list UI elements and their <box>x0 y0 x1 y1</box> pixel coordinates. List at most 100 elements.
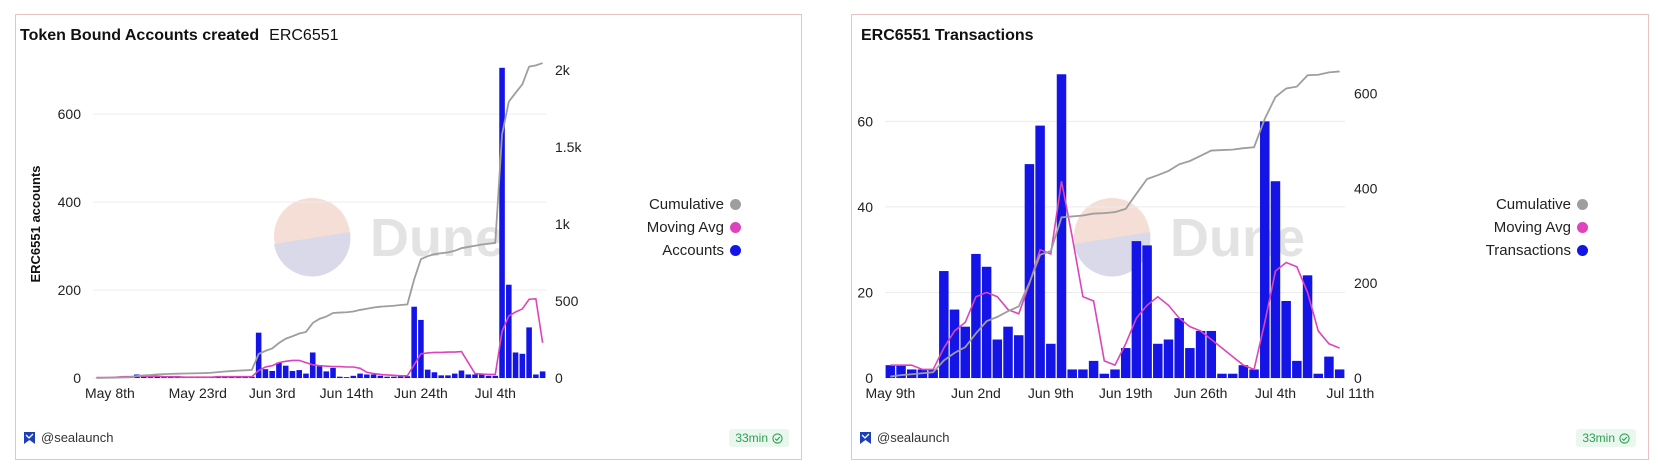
author-link[interactable]: @sealaunch <box>860 430 949 445</box>
bar[interactable] <box>242 377 248 378</box>
bar[interactable] <box>960 326 970 378</box>
check-circle-icon <box>772 432 783 444</box>
bar[interactable] <box>303 373 309 378</box>
bar[interactable] <box>971 253 981 378</box>
bar[interactable] <box>1174 318 1184 378</box>
bar[interactable] <box>384 376 390 378</box>
bar[interactable] <box>1013 335 1024 378</box>
bar[interactable] <box>992 339 1003 379</box>
legend-item[interactable]: Cumulative <box>1452 193 1588 216</box>
bar[interactable] <box>1206 330 1217 378</box>
bar[interactable] <box>896 365 906 378</box>
bar[interactable] <box>499 67 505 379</box>
bar[interactable] <box>1302 275 1313 378</box>
bar[interactable] <box>343 377 350 378</box>
bar[interactable] <box>458 370 465 378</box>
bar[interactable] <box>364 374 370 378</box>
bar[interactable] <box>533 374 539 378</box>
bar[interactable] <box>276 362 282 378</box>
legend-item[interactable]: Moving Avg <box>1452 216 1588 239</box>
author-link[interactable]: @sealaunch <box>24 430 113 445</box>
bar[interactable] <box>147 377 154 378</box>
bar[interactable] <box>1046 343 1056 378</box>
bar[interactable] <box>485 375 492 378</box>
bar[interactable] <box>472 374 478 378</box>
bar[interactable] <box>397 375 404 378</box>
bar[interactable] <box>526 327 532 378</box>
bar[interactable] <box>418 319 424 378</box>
bar[interactable] <box>539 371 546 378</box>
legend-item[interactable]: Cumulative <box>621 193 741 216</box>
moving-avg-line[interactable] <box>96 297 544 379</box>
bar[interactable] <box>269 370 275 378</box>
bar[interactable] <box>1110 369 1120 378</box>
bar[interactable] <box>391 376 397 378</box>
bar[interactable] <box>451 373 458 378</box>
bar[interactable] <box>337 376 343 378</box>
bar[interactable] <box>1056 74 1067 379</box>
bar[interactable] <box>316 366 323 378</box>
bar[interactable] <box>519 353 526 378</box>
bar[interactable] <box>949 309 960 378</box>
legend-item[interactable]: Moving Avg <box>621 216 741 239</box>
bar[interactable] <box>330 367 336 378</box>
bar[interactable] <box>1088 360 1099 378</box>
bar[interactable] <box>1195 330 1206 378</box>
bar[interactable] <box>167 377 174 378</box>
bar[interactable] <box>465 374 472 378</box>
bar[interactable] <box>431 372 438 378</box>
bar[interactable] <box>1334 369 1345 378</box>
bar[interactable] <box>370 374 377 378</box>
cumulative-line[interactable] <box>96 62 543 379</box>
bar[interactable] <box>1163 339 1174 379</box>
bar[interactable] <box>928 369 938 378</box>
bar[interactable] <box>1324 356 1334 378</box>
bar[interactable] <box>506 284 512 378</box>
bar[interactable] <box>1260 121 1270 378</box>
bar[interactable] <box>1078 369 1088 378</box>
bar[interactable] <box>1067 369 1077 378</box>
bar[interactable] <box>377 375 384 378</box>
bar[interactable] <box>1292 360 1302 378</box>
bar[interactable] <box>1142 245 1152 378</box>
moving-avg-line[interactable] <box>890 181 1340 371</box>
bar[interactable] <box>512 352 519 378</box>
bar[interactable] <box>323 371 330 378</box>
bar[interactable] <box>438 375 444 378</box>
legend-item[interactable]: Accounts <box>621 239 741 262</box>
bar[interactable] <box>357 373 363 378</box>
bar[interactable] <box>1313 373 1324 378</box>
bar[interactable] <box>1099 373 1110 378</box>
bar[interactable] <box>478 374 485 378</box>
bar[interactable] <box>1227 373 1238 378</box>
bar[interactable] <box>1153 343 1163 378</box>
bar[interactable] <box>1120 348 1131 378</box>
bar[interactable] <box>282 365 289 378</box>
bar[interactable] <box>289 370 296 378</box>
bar[interactable] <box>411 306 417 378</box>
bar[interactable] <box>350 375 357 378</box>
bar[interactable] <box>1270 181 1281 378</box>
bar[interactable] <box>424 369 431 378</box>
bar[interactable] <box>1131 241 1142 378</box>
bar[interactable] <box>154 376 161 378</box>
legend-item[interactable]: Transactions <box>1452 239 1588 262</box>
cumulative-line[interactable] <box>890 70 1340 378</box>
bar[interactable] <box>1024 164 1035 378</box>
bar[interactable] <box>262 369 269 378</box>
bar[interactable] <box>1281 301 1291 378</box>
bar[interactable] <box>939 271 949 378</box>
bar[interactable] <box>161 377 167 378</box>
chart-panel-accounts: Token Bound Accounts created ERC6551 Dune… <box>15 14 802 460</box>
bar[interactable] <box>140 376 147 378</box>
bar[interactable] <box>1217 373 1227 378</box>
bar[interactable] <box>1003 326 1013 378</box>
bar[interactable] <box>1249 369 1259 378</box>
bar[interactable] <box>296 370 302 378</box>
bar[interactable] <box>404 376 411 378</box>
bar[interactable] <box>1185 348 1195 378</box>
bar[interactable] <box>492 375 499 378</box>
bar[interactable] <box>445 375 451 378</box>
bar[interactable] <box>1238 365 1249 378</box>
bar[interactable] <box>885 365 896 378</box>
